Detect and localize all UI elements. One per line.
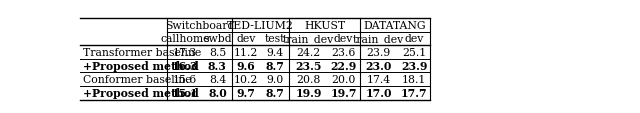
Text: 23.0: 23.0 [365,61,392,71]
Text: 20.8: 20.8 [296,74,321,84]
Text: 8.7: 8.7 [266,87,284,98]
Text: Conformer baseline: Conformer baseline [83,74,191,84]
Text: 17.4: 17.4 [367,74,391,84]
Text: dev: dev [236,34,256,44]
Text: train_dev: train_dev [353,34,404,44]
Text: +Proposed method: +Proposed method [83,61,199,71]
Text: train_dev: train_dev [283,34,334,44]
Text: 17.7: 17.7 [401,87,428,98]
Text: 9.4: 9.4 [266,48,284,57]
Text: 23.5: 23.5 [295,61,322,71]
Text: 19.7: 19.7 [330,87,357,98]
Text: 16.3: 16.3 [172,61,198,71]
Text: dev: dev [404,34,424,44]
Text: 22.9: 22.9 [330,61,356,71]
Text: Transformer baseline: Transformer baseline [83,48,201,57]
Text: callhome: callhome [161,34,210,44]
Text: 15.1: 15.1 [172,87,198,98]
Text: TED-LIUM2: TED-LIUM2 [227,21,294,31]
Text: test: test [265,34,285,44]
Text: 18.1: 18.1 [402,74,426,84]
Text: 9.7: 9.7 [237,87,255,98]
Text: 8.5: 8.5 [209,48,226,57]
Text: 23.6: 23.6 [332,48,356,57]
Text: 10.2: 10.2 [234,74,259,84]
Text: 24.2: 24.2 [296,48,321,57]
Text: DATATANG: DATATANG [364,21,426,31]
Text: 15.6: 15.6 [173,74,197,84]
Text: 9.6: 9.6 [237,61,255,71]
Text: 23.9: 23.9 [367,48,391,57]
Text: dev: dev [334,34,353,44]
Text: 8.0: 8.0 [208,87,227,98]
Text: HKUST: HKUST [304,21,345,31]
Text: 9.0: 9.0 [266,74,284,84]
Text: 19.9: 19.9 [295,87,321,98]
Text: 8.7: 8.7 [266,61,284,71]
Text: 8.3: 8.3 [208,61,227,71]
Text: 11.2: 11.2 [234,48,259,57]
Text: Switchboard: Switchboard [165,21,234,31]
Text: 23.9: 23.9 [401,61,428,71]
Text: 25.1: 25.1 [402,48,426,57]
Text: 17.0: 17.0 [365,87,392,98]
Text: 8.4: 8.4 [209,74,226,84]
Text: 20.0: 20.0 [332,74,356,84]
Text: +Proposed method: +Proposed method [83,87,199,98]
Text: swbd: swbd [203,34,232,44]
Text: 17.3: 17.3 [173,48,197,57]
